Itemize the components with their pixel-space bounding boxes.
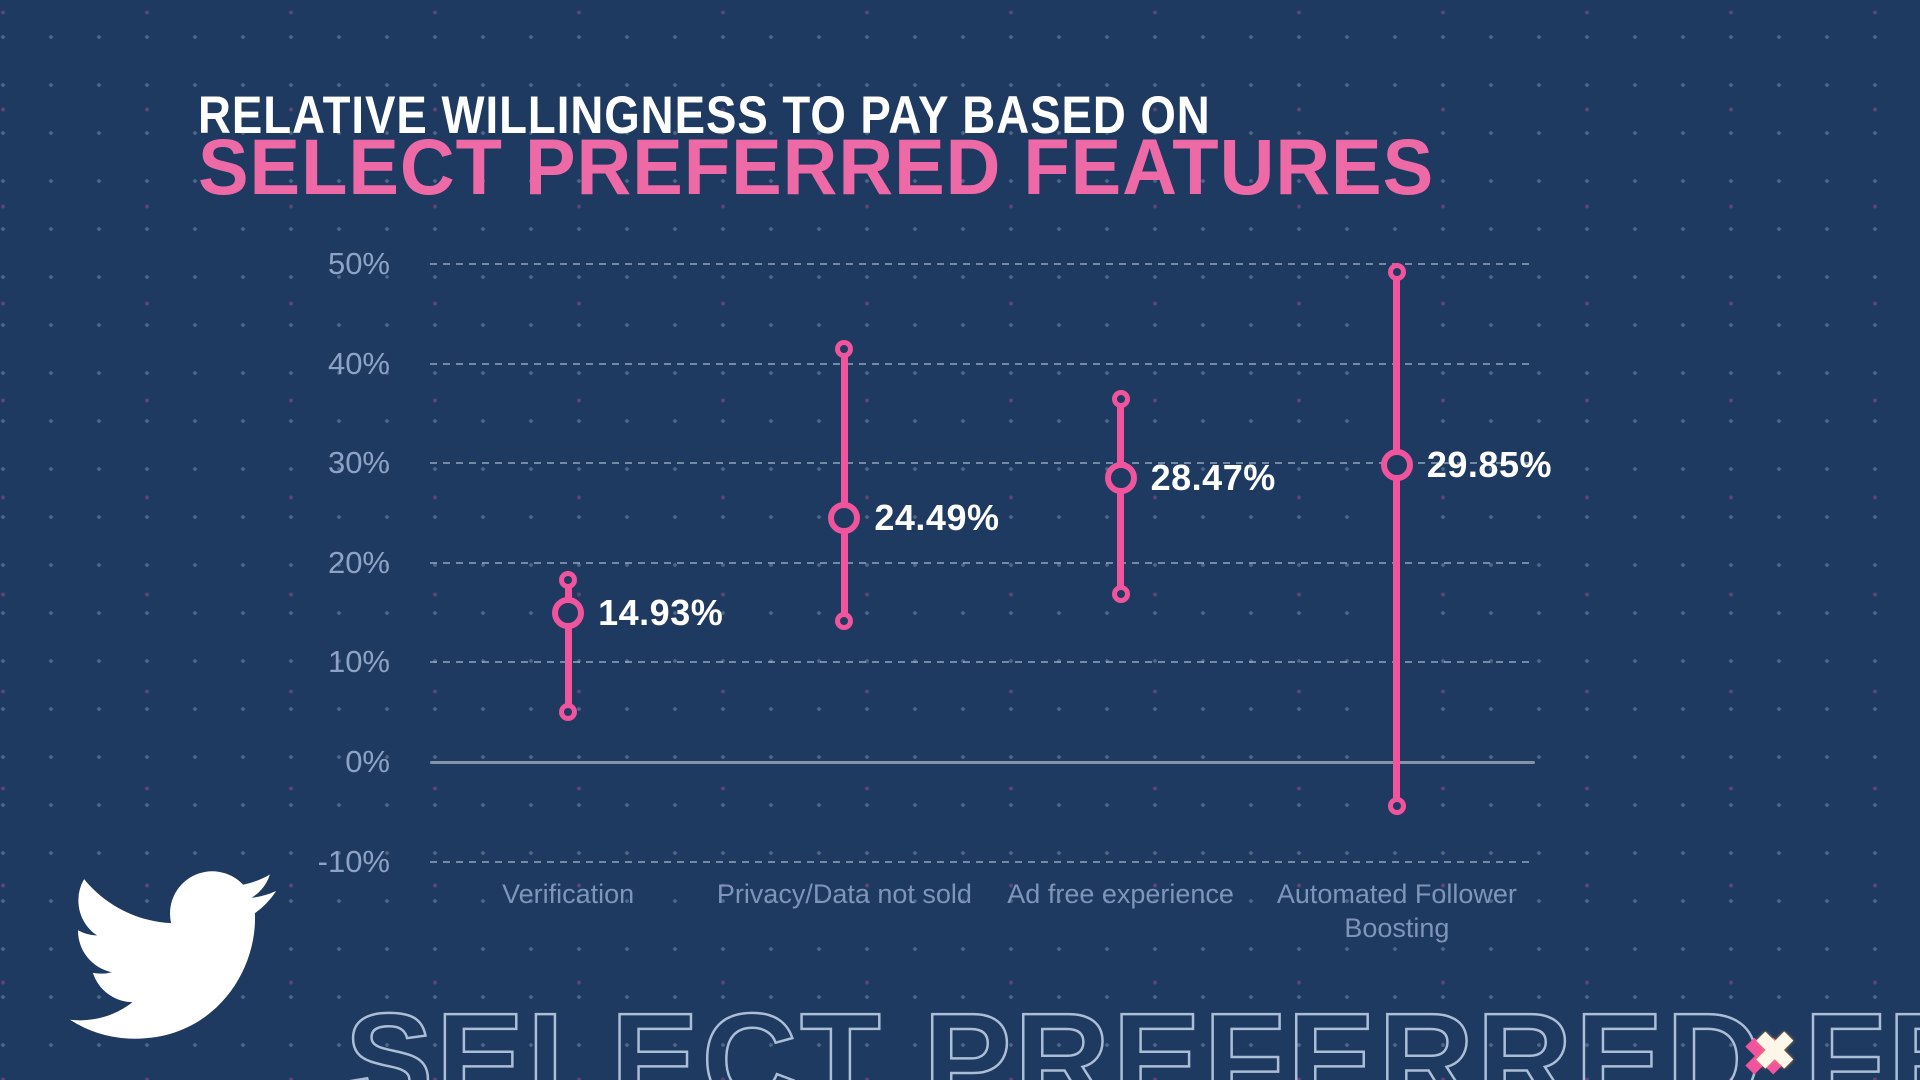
x-mark-icon: ✖ <box>1753 1023 1797 1080</box>
range-low-dot <box>559 703 578 722</box>
value-label: 28.47% <box>1150 457 1276 499</box>
gridline <box>430 860 1535 863</box>
y-axis-tick-label: 50% <box>327 246 390 281</box>
category-label: Verification <box>502 879 635 909</box>
zero-axis-line <box>430 761 1535 764</box>
range-line <box>564 579 572 713</box>
y-axis-tick-label: -10% <box>317 843 390 879</box>
gridline <box>430 462 1535 465</box>
y-axis-tick-label: 20% <box>327 544 390 580</box>
gridline <box>430 362 1535 365</box>
y-axis-tick-label: 40% <box>327 345 390 381</box>
gridline <box>430 661 1535 664</box>
range-low-dot <box>1387 796 1406 815</box>
y-axis-tick-label: 10% <box>327 644 390 680</box>
range-line <box>1117 399 1125 594</box>
category-label: Automated Follower Boosting <box>1276 879 1517 943</box>
range-line <box>1393 271 1401 806</box>
gridline <box>430 561 1535 564</box>
title-block: RELATIVE WILLINGNESS TO PAY BASED ON SEL… <box>198 88 1486 206</box>
midpoint-dot <box>1380 448 1413 481</box>
gridline <box>430 263 1535 265</box>
range-high-dot <box>835 339 854 358</box>
category-label: Privacy/Data not sold <box>716 879 972 909</box>
y-axis-tick-label: 30% <box>327 445 390 481</box>
value-label: 29.85% <box>1426 443 1552 485</box>
range-high-dot <box>559 570 578 589</box>
midpoint-dot <box>828 502 861 535</box>
range-low-dot <box>835 611 854 630</box>
x-mark-cursor: ✖ ✖ <box>1742 1022 1832 1080</box>
y-axis-tick-label: 0% <box>345 744 390 779</box>
range-high-dot <box>1387 262 1406 281</box>
twitter-bird-icon <box>70 852 276 1063</box>
title-line-2: SELECT PREFERRED FEATURES <box>198 122 1435 211</box>
midpoint-dot <box>1104 462 1137 495</box>
range-low-dot <box>1111 584 1130 603</box>
watermark-outline-text: SELECT PREFERRED FEATURES <box>344 985 1920 1080</box>
range-line <box>840 348 848 621</box>
category-label: Ad free experience <box>1007 879 1234 909</box>
value-label: 14.93% <box>598 592 724 634</box>
title-line-1: RELATIVE WILLINGNESS TO PAY BASED ON <box>198 84 1211 144</box>
midpoint-dot <box>552 597 585 630</box>
range-high-dot <box>1111 390 1130 409</box>
x-mark-shadow-icon: ✖ <box>1742 1029 1786 1080</box>
value-label: 24.49% <box>874 497 1000 539</box>
